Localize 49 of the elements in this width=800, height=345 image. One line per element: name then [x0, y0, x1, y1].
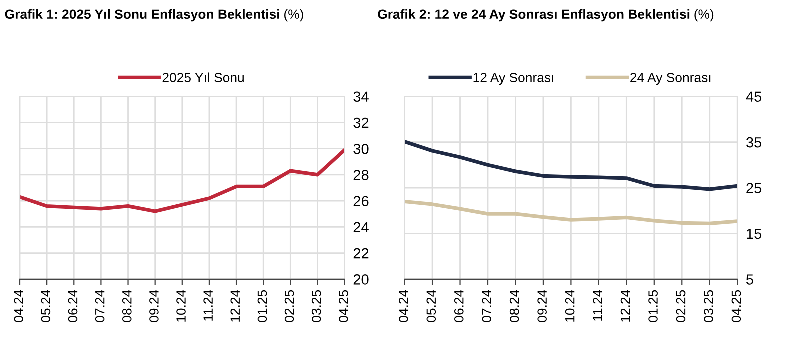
x-tick-label: 05.24 — [426, 290, 436, 322]
y-tick-label: 20 — [354, 274, 369, 285]
x-tick-label: 08.24 — [122, 290, 132, 322]
x-tick-label: 06.24 — [454, 290, 464, 322]
legend-label: 12 Ay Sonrası — [474, 73, 554, 86]
x-tick-label: 05.24 — [41, 290, 51, 322]
y-tick-label: 22 — [354, 248, 369, 259]
x-tick-label: 02.25 — [676, 290, 686, 322]
x-tick-label: 11.24 — [593, 290, 602, 321]
y-tick-label: 5 — [746, 274, 754, 285]
x-tick-label: 09.24 — [538, 290, 548, 322]
x-tick-label: 07.24 — [482, 290, 492, 322]
x-tick-label: 08.24 — [510, 290, 520, 322]
x-tick-label: 02.25 — [284, 290, 294, 322]
chart-subtitle: (%) — [694, 9, 714, 22]
y-tick-label: 28 — [354, 170, 369, 180]
chart-title: Grafik 1: 2025 Yıl Sonu Enflasyon Beklentisi — [5, 9, 280, 22]
y-tick-label: 32 — [354, 118, 369, 128]
legend-label: 2025 Yıl Sonu — [162, 72, 244, 82]
line-series — [20, 148, 345, 214]
y-tick-label: 26 — [354, 196, 369, 207]
x-tick-label: 07.24 — [95, 290, 105, 322]
y-tick-label: 25 — [746, 183, 762, 194]
chart-subtitle: (%) — [284, 9, 304, 22]
y-tick-label: 30 — [354, 144, 369, 154]
y-tick-label: 34 — [354, 92, 369, 102]
x-tick-label: 01.25 — [648, 290, 658, 322]
x-tick-label: 03.25 — [312, 290, 322, 322]
x-tick-label: 09.24 — [150, 290, 159, 322]
legend-label: 24 Ay Sonrası — [630, 73, 711, 86]
chart-title: Grafik 2: 12 ve 24 Ay Sonrası Enflasyon Beklentisi — [378, 9, 690, 22]
x-tick-label: 06.24 — [68, 290, 78, 322]
x-tick-label: 11.24 — [204, 290, 213, 321]
x-tick-label: 12.24 — [230, 290, 240, 322]
x-tick-label: 10.24 — [176, 290, 186, 322]
line-series — [404, 200, 738, 226]
x-tick-label: 04.24 — [14, 290, 24, 322]
x-tick-label: 01.25 — [258, 290, 268, 322]
x-tick-label: 04.25 — [732, 290, 742, 322]
x-tick-label: 03.25 — [704, 290, 714, 322]
y-tick-label: 45 — [746, 92, 762, 102]
y-tick-label: 35 — [746, 137, 762, 148]
y-tick-label: 24 — [354, 222, 369, 232]
x-tick-label: 04.24 — [399, 290, 408, 322]
line-series — [404, 140, 738, 192]
x-tick-label: 10.24 — [565, 290, 575, 322]
x-tick-label: 04.25 — [339, 290, 348, 322]
x-tick-label: 12.24 — [620, 290, 630, 322]
y-tick-label: 15 — [747, 228, 762, 240]
